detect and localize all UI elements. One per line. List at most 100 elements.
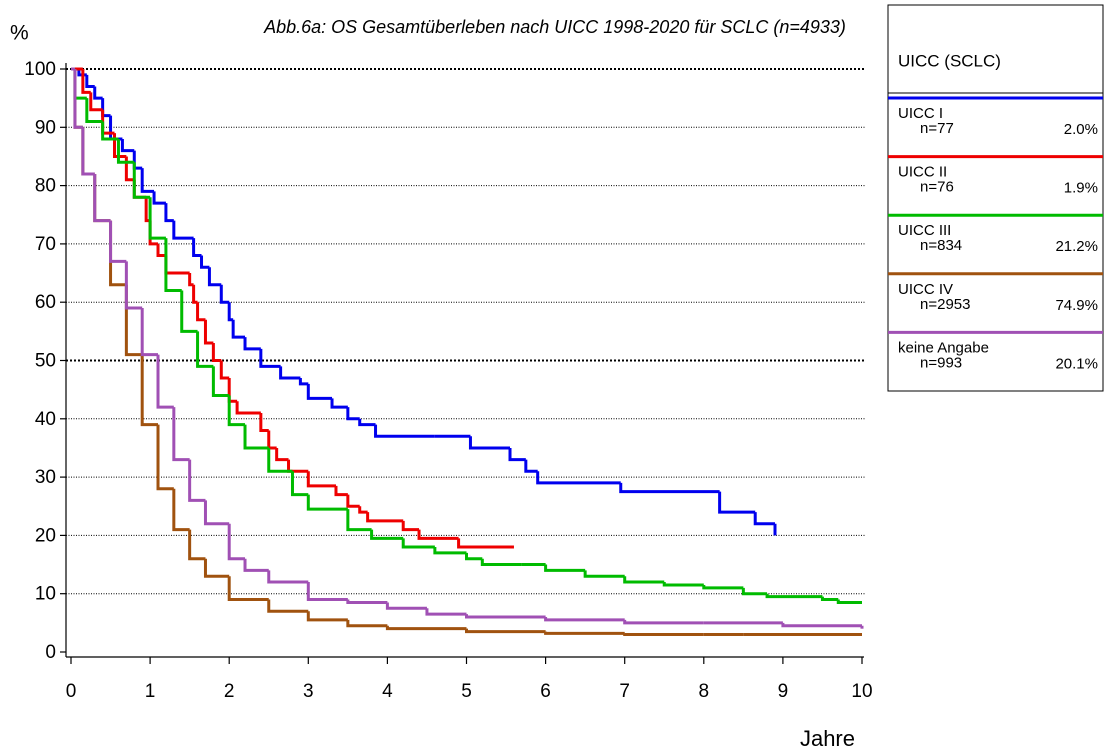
survival-step — [370, 529, 404, 540]
survival-step — [81, 127, 95, 176]
survival-step — [109, 220, 127, 263]
survival-step — [140, 168, 155, 193]
y-tick-label: 80 — [35, 176, 56, 197]
legend-title: UICC (SCLC) — [898, 51, 1001, 70]
survival-step — [346, 509, 372, 532]
survival-step — [781, 622, 862, 628]
survival-step — [619, 482, 720, 494]
survival-step — [192, 284, 198, 304]
survival-step — [374, 424, 435, 438]
chart-title: Abb.6a: OS Gesamtüberleben nach UICC 199… — [263, 17, 846, 37]
legend-count: n=76 — [920, 179, 954, 196]
survival-step — [524, 459, 538, 473]
survival-step — [196, 302, 206, 322]
survival-step — [544, 631, 625, 635]
y-tick-label: 30 — [35, 467, 56, 488]
survival-step — [156, 424, 174, 491]
survival-step — [741, 587, 768, 596]
survival-step — [366, 512, 404, 523]
survival-step — [188, 459, 206, 502]
survival-step — [718, 491, 756, 514]
survival-step — [358, 418, 376, 427]
y-tick-label: 10 — [35, 584, 56, 605]
survival-step — [156, 354, 174, 409]
survival-step — [306, 611, 348, 622]
survival-step — [358, 506, 368, 514]
survival-step — [211, 343, 222, 362]
survival-step — [702, 584, 744, 590]
survival-step — [207, 267, 222, 287]
legend-share: 20.1% — [1055, 355, 1098, 372]
legend-count: n=993 — [920, 354, 962, 371]
survival-step — [298, 377, 309, 386]
survival-step — [346, 619, 388, 628]
y-tick-label: 50 — [35, 351, 56, 372]
survival-step — [116, 138, 135, 164]
survival-step — [765, 593, 823, 599]
survival-step — [101, 109, 115, 135]
survival-step — [465, 614, 546, 619]
x-tick-label: 7 — [619, 681, 630, 702]
survival-step — [124, 156, 135, 182]
legend-count: n=834 — [920, 237, 962, 254]
survival-step — [836, 599, 862, 604]
survival-step — [235, 401, 261, 415]
survival-step — [231, 319, 246, 339]
survival-step — [81, 127, 95, 176]
survival-step — [508, 447, 526, 462]
survival-step — [152, 191, 166, 205]
survival-step — [287, 459, 309, 473]
survival-step — [120, 138, 135, 153]
survival-step — [623, 633, 704, 637]
y-tick-label: 0 — [45, 642, 56, 663]
survival-step — [623, 619, 704, 625]
survival-step — [457, 538, 514, 549]
survival-step — [164, 203, 174, 223]
survival-step — [140, 308, 159, 357]
survival-step — [85, 74, 95, 88]
survival-step — [227, 395, 246, 427]
survival-step — [385, 625, 467, 631]
survival-step — [132, 179, 147, 199]
survival-step — [140, 354, 159, 427]
legend-label: keine Angabe — [898, 339, 989, 356]
survival-step — [346, 599, 388, 604]
survival-step — [623, 576, 665, 584]
survival-step — [544, 564, 586, 572]
legend-label: UICC I — [898, 105, 943, 122]
survival-step — [306, 471, 336, 488]
survival-step — [227, 523, 246, 561]
x-tick-label: 2 — [224, 681, 235, 702]
survival-step — [385, 602, 427, 610]
survival-step — [259, 412, 269, 432]
survival-step — [203, 558, 230, 578]
survival-step — [536, 471, 621, 485]
survival-step — [93, 173, 111, 223]
legend-box — [887, 4, 1104, 392]
survival-step — [89, 92, 103, 112]
survival-step — [101, 121, 119, 141]
legend-share: 21.2% — [1055, 238, 1098, 255]
survival-step — [172, 407, 190, 462]
survival-step — [243, 424, 269, 450]
survival-step — [433, 547, 467, 555]
survival-step — [203, 500, 230, 526]
x-tick-label: 10 — [851, 681, 872, 702]
legend-share: 1.9% — [1064, 180, 1098, 197]
survival-step — [219, 360, 230, 380]
survival-step — [93, 86, 103, 100]
survival-step — [662, 582, 704, 587]
survival-step — [753, 512, 775, 526]
survival-step — [219, 284, 230, 304]
legend-count: n=77 — [920, 120, 954, 137]
survival-step — [306, 383, 333, 400]
survival-step — [192, 238, 202, 258]
survival-step — [275, 447, 289, 462]
y-tick-label: 20 — [35, 525, 56, 546]
survival-step — [820, 596, 839, 602]
survival-step — [259, 348, 281, 368]
survival-step — [544, 617, 625, 622]
survival-step — [465, 628, 546, 634]
survival-step — [290, 471, 309, 497]
survival-step — [465, 552, 483, 561]
